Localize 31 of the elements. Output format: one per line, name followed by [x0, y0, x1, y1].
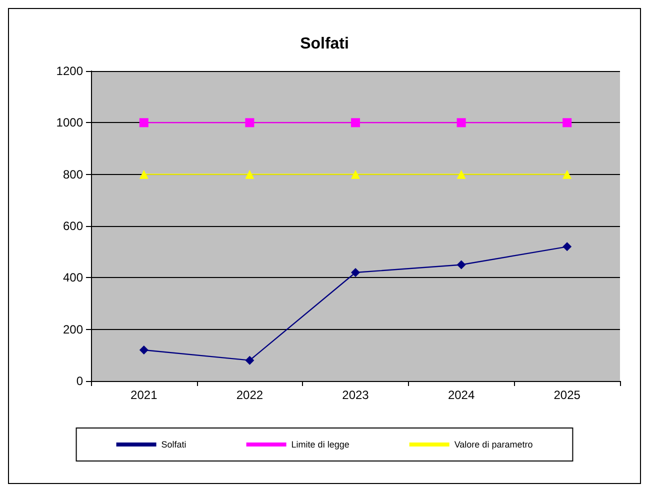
- x-tick-label: 2021: [130, 388, 158, 402]
- y-tick-label: 800: [62, 167, 84, 182]
- point: [245, 118, 254, 128]
- point: [562, 242, 572, 252]
- x-tick-label: 2023: [342, 388, 370, 402]
- point: [351, 170, 360, 179]
- point: [562, 170, 572, 179]
- point: [139, 346, 148, 354]
- y-tick-label: 400: [62, 270, 84, 285]
- point: [351, 118, 360, 128]
- y-tick-label: 1000: [56, 116, 84, 130]
- y-tick-label: 0: [76, 374, 84, 388]
- point: [351, 268, 360, 277]
- legend-label: Limite di legge: [291, 440, 350, 450]
- y-tick-label: 600: [62, 219, 84, 233]
- x-tick-label: 2022: [236, 388, 264, 402]
- legend-label: Solfati: [161, 440, 186, 450]
- point: [456, 260, 466, 270]
- point: [456, 170, 466, 179]
- chart-title: Solfati: [300, 36, 349, 52]
- y-tick-label: 200: [62, 322, 84, 336]
- point: [245, 170, 254, 179]
- point: [456, 118, 466, 128]
- y-tick-label: 1200: [56, 64, 84, 78]
- point: [562, 118, 572, 128]
- x-tick-label: 2025: [554, 388, 581, 402]
- point: [139, 118, 148, 128]
- x-tick-label: 2024: [448, 388, 475, 402]
- point: [245, 356, 254, 365]
- legend-label: Valore di parametro: [454, 440, 533, 450]
- point: [139, 170, 148, 179]
